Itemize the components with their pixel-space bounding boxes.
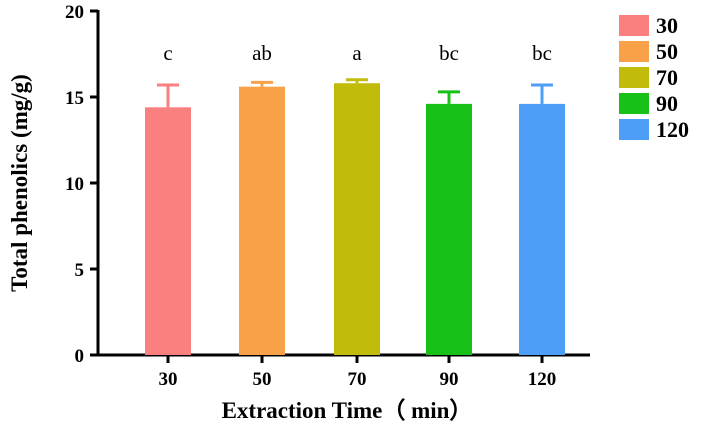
y-tick-label: 10 xyxy=(65,174,84,195)
x-axis-ticks: 30 50 70 90 120 xyxy=(159,355,557,390)
bar-90 xyxy=(426,103,472,355)
error-bars xyxy=(157,78,553,108)
y-axis-title: Total phenolics (mg/g) xyxy=(7,74,32,292)
bar-30 xyxy=(145,107,191,355)
y-tick-label: 20 xyxy=(65,2,84,23)
legend-swatch-90 xyxy=(619,93,649,114)
y-axis-ticks: 0 5 10 15 20 xyxy=(65,2,98,367)
legend-label-120: 120 xyxy=(656,117,689,142)
legend-label-50: 50 xyxy=(656,39,678,64)
bar-50 xyxy=(239,86,285,356)
bar-70 xyxy=(334,83,380,356)
significance-label-70: a xyxy=(352,41,362,65)
bars xyxy=(145,83,565,356)
significance-label-90: bc xyxy=(439,41,459,65)
legend-label-70: 70 xyxy=(656,65,678,90)
legend-label-30: 30 xyxy=(656,13,678,38)
x-tick-label: 70 xyxy=(348,369,367,390)
legend-label-90: 90 xyxy=(656,91,678,116)
significance-label-30: c xyxy=(163,41,172,65)
x-tick-label: 90 xyxy=(440,369,459,390)
x-tick-label: 120 xyxy=(528,369,557,390)
significance-labels: c ab a bc bc xyxy=(163,41,552,65)
x-axis-title: Extraction Time（ min） xyxy=(222,397,473,423)
x-tick-label: 30 xyxy=(159,369,178,390)
legend-swatch-50 xyxy=(619,41,649,62)
significance-label-120: bc xyxy=(532,41,552,65)
bar-120 xyxy=(519,103,565,355)
legend-swatch-70 xyxy=(619,67,649,88)
legend-swatch-30 xyxy=(619,15,649,36)
y-tick-label: 5 xyxy=(75,260,85,281)
y-tick-label: 0 xyxy=(75,346,85,367)
x-tick-label: 50 xyxy=(253,369,272,390)
y-tick-label: 15 xyxy=(65,88,84,109)
legend-swatch-120 xyxy=(619,119,649,140)
significance-label-50: ab xyxy=(252,41,272,65)
